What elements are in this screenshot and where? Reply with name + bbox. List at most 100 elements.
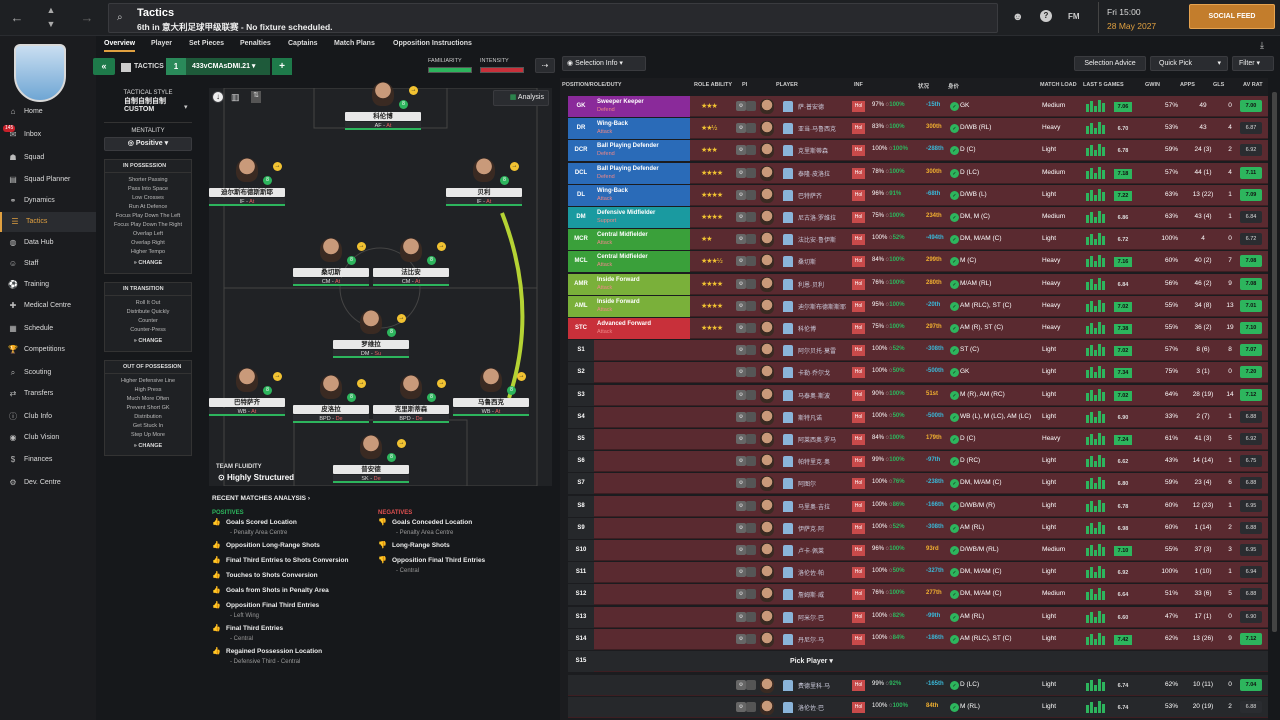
out-of-possession-change-button[interactable]: » CHANGE [133,443,163,449]
player-name[interactable]: 詹姆斯·威 [798,593,824,600]
in-possession-box[interactable]: IN POSSESSION Shorter Passing Pass Into S… [104,159,192,274]
pi-icon[interactable]: ⚙ [736,545,746,555]
position-label[interactable]: S3 [568,384,594,406]
sidebar-item-scouting[interactable]: ⌕ Scouting [0,363,96,383]
table-row[interactable]: GK Sweeper Keeper Defend ★★★ ⚙ 萨·普安德 Hol 97% ◌1… [568,96,1268,117]
pitch-player[interactable]: 8 → 克里斯蒂森 BPD - De [373,375,449,429]
pi-icon[interactable]: ⚙ [736,680,746,690]
pitch-player-role[interactable]: BPD - De [373,415,449,423]
pi-icon[interactable]: ⚙ [736,389,746,400]
column-header[interactable]: ROLE ABILITY [694,82,732,88]
sidebar-item-squad[interactable]: ☗ Squad [0,148,96,168]
player-name[interactable]: 尼古洛·罗维拉 [798,216,836,222]
tab-captains[interactable]: Captains [288,40,318,47]
sidebar-item-club-vision[interactable]: ◉ Club Vision [0,428,96,448]
pitch-player-role[interactable]: SK - De [333,475,409,483]
pitch-player[interactable]: 8 → 皮洛拉 BPD - De [293,375,369,429]
position-label[interactable]: S12 [568,584,594,606]
pitch-player-role[interactable]: WB - At [209,408,285,416]
position-label[interactable]: GK [568,96,594,117]
tactical-style-value[interactable]: 自制自制自制CUSTOM [124,98,166,113]
collapse-icon[interactable]: ⤓ [1260,40,1264,50]
sidebar-item-training[interactable]: ⚽ Training [0,275,96,295]
position-label[interactable]: MCR [568,229,594,251]
player-name[interactable]: 法比安·鲁伊斯 [798,238,836,245]
table-row[interactable]: MCL Central Midfielder Attack ★★★½ ⚙ 桑切斯 Hol 84… [568,251,1268,273]
player-name[interactable]: 亚当·马鲁西克 [798,127,836,134]
player-name[interactable]: 帕特里克·奥 [798,460,830,467]
role-cell[interactable]: Inside Forward Attack [594,273,690,295]
position-label[interactable]: S6 [568,451,594,473]
player-name[interactable]: 卢卡·佩莱 [798,549,824,555]
position-label[interactable]: DCL [568,162,594,184]
pi-icon[interactable]: ⚙ [736,611,746,622]
tab-penalties[interactable]: Penalties [240,40,271,47]
pitch-player-role[interactable]: AF - At [345,122,421,130]
column-header[interactable]: GWIN [1145,82,1160,88]
pi-icon[interactable]: ⚙ [736,212,746,222]
player-name[interactable]: 科伦博 [798,327,817,333]
pitch-player-role[interactable]: IF - At [446,198,522,206]
sidebar-item-staff[interactable]: ☺ Staff [0,254,96,274]
table-row[interactable]: DM Defensive Midfielder Support ★★★★ ⚙ 尼古洛·罗维… [568,207,1268,228]
forward-arrow-icon[interactable]: → [80,10,94,25]
player-name[interactable]: 费德里科·马 [798,684,830,690]
pi-icon[interactable]: ⚙ [736,478,746,489]
player-name[interactable]: 洛伦佐·帕 [798,571,824,578]
pi-icon[interactable]: ⚙ [736,256,746,267]
skull-icon[interactable]: ☻ [1012,11,1024,23]
table-row[interactable]: S13 ⚙ 阿米尔·巴 Hol 100% ◌82% -99th ✓ AM (RL) Light 6… [568,606,1268,628]
pi-icon[interactable]: ⚙ [736,145,746,156]
column-header[interactable]: 状况 [918,84,930,90]
out-of-possession-box[interactable]: OUT OF POSSESSION Higher Defensive Line H… [104,360,192,456]
pick-player-select[interactable]: Pick Player ▾ [790,658,833,665]
column-header[interactable]: PI [742,82,748,88]
player-name[interactable]: 卡勒·乔尔戈 [798,371,830,378]
mentality-select[interactable]: ◎ Positive ▾ [104,137,192,151]
table-row[interactable]: AML Inside Forward Attack ★★★★ ⚙ 迪尔斯布德斯斯耶 Hol 9… [568,295,1268,317]
tactic-slot-number[interactable]: 1 [166,58,186,75]
fm-logo[interactable]: FM [1068,12,1080,21]
sidebar-item-squad-planner[interactable]: ▤ Squad Planner [0,170,96,190]
sidebar-item-data-hub[interactable]: ◍ Data Hub [0,233,96,253]
up-arrow-icon[interactable]: ▲ [46,5,56,15]
collapse-panel-button[interactable]: « [93,58,115,75]
table-row[interactable]: S4 ⚙ 斯特凡诺 Hol 100% ◌50% -500th ✓ WB (L), M (LC)… [568,406,1268,428]
pi-icon[interactable]: ⚙ [736,567,746,578]
player-name[interactable]: 阿米尔·巴 [798,615,824,622]
pitch-player-role[interactable]: BPD - De [293,415,369,423]
pi-icon[interactable]: ⚙ [736,456,746,467]
column-header[interactable]: LAST 5 GAMES [1083,82,1124,88]
position-label[interactable]: S14 [568,628,594,650]
position-label[interactable]: DCR [568,140,594,162]
sidebar-item-home[interactable]: ⌂ Home [0,102,96,122]
add-tactic-button[interactable]: + [272,58,292,75]
player-name[interactable]: 阿尔贝托·莫雷 [798,349,836,356]
pi-icon[interactable]: ⚙ [736,702,746,712]
in-possession-change-button[interactable]: » CHANGE [133,260,163,266]
role-cell[interactable]: Ball Playing Defender Defend [594,140,690,162]
column-header[interactable]: GLS [1213,82,1225,88]
pi-icon[interactable]: ⚙ [736,522,746,533]
position-label[interactable]: STC [568,318,594,339]
player-name[interactable]: 阿图尔 [798,482,817,489]
player-name[interactable]: 克里斯蒂森 [798,149,829,156]
table-row[interactable]: DCR Ball Playing Defender Defend ★★★ ⚙ 克里斯蒂森 H… [568,140,1268,162]
table-row[interactable]: AMR Inside Forward Attack ★★★★ ⚙ 利恩·贝利 Hol 76% … [568,273,1268,295]
tab-set-pieces[interactable]: Set Pieces [189,40,225,47]
date-box[interactable]: Fri 15:00 28 May 2027 [1098,2,1176,33]
column-header[interactable]: INF [854,82,863,88]
position-label[interactable]: S2 [568,362,594,384]
position-label[interactable]: S11 [568,562,594,584]
social-feed-button[interactable]: SOCIAL FEED [1189,4,1275,29]
pitch-player[interactable]: 8 → 科伦博 AF - At [345,82,421,136]
club-crest-logo[interactable] [14,44,66,102]
table-row[interactable]: S3 ⚙ 马泰奥·斯波 Hol 90% ◌100% 51st ✓ M (R), AM (RC)… [568,384,1268,406]
tab-opposition-instructions[interactable]: Opposition Instructions [393,40,472,47]
pi-icon[interactable]: ⚙ [736,278,746,289]
table-row[interactable]: DCL Ball Playing Defender Defend ★★★★ ⚙ 泰隆·皮洛… [568,162,1268,184]
position-label[interactable]: S5 [568,429,594,450]
role-cell[interactable]: Central Midfielder Attack [594,251,690,273]
position-label[interactable]: AMR [568,273,594,295]
player-name[interactable]: 斯特凡诺 [798,415,823,422]
